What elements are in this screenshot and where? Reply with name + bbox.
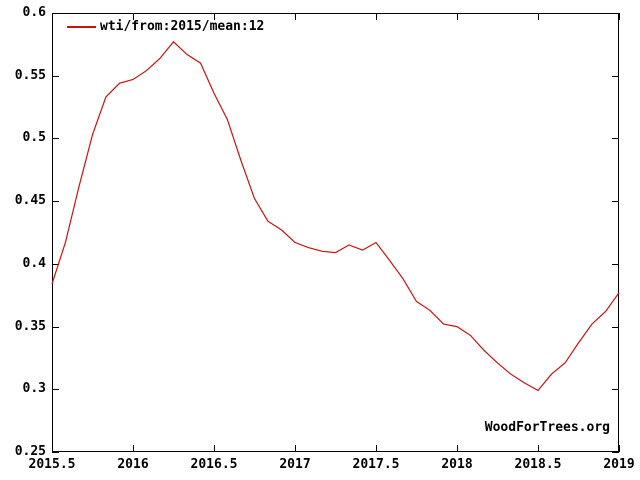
y-tick-label: 0.3 [22,381,46,396]
x-tick-label: 2018.5 [514,457,562,472]
y-tick-label: 0.35 [14,319,46,334]
x-tick-label: 2015.5 [28,457,76,472]
plot-area [52,13,619,452]
y-tick-label: 0.6 [22,5,46,20]
x-tick-label: 2017 [279,457,311,472]
y-tick-label: 0.4 [22,256,46,271]
legend-line-swatch [67,26,96,28]
x-tick-label: 2018 [441,457,473,472]
y-tick-label: 0.25 [14,444,46,459]
watermark-text: WoodForTrees.org [484,420,610,435]
y-tick-label: 0.5 [22,130,46,145]
legend-series-label: wti/from:2015/mean:12 [100,19,265,34]
x-tick-label: 2019 [603,457,635,472]
y-tick-label: 0.55 [14,68,46,83]
y-tick-label: 0.45 [14,193,46,208]
x-tick-label: 2017.5 [352,457,400,472]
series-line [51,40,620,392]
x-tick-label: 2016 [117,457,149,472]
x-tick-label: 2016.5 [190,457,238,472]
